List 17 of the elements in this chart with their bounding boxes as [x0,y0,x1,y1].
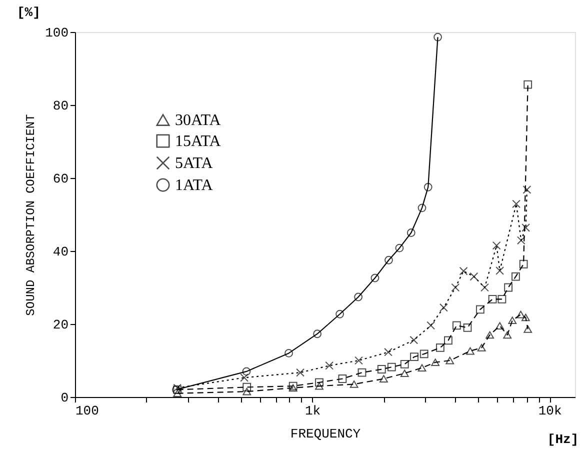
legend-label: 5ATA [175,155,214,172]
text: [Hz] [547,432,579,447]
y-tick-label: 0 [60,390,68,406]
legend-label: 30ATA [175,112,222,129]
x-axis-title: FREQUENCY [290,426,361,442]
y-tick-label: 40 [52,244,68,260]
y-tick-label: 20 [52,318,68,332]
y-tick-label: 60 [52,172,68,186]
y-axis-title: SOUND ABSORPTION COEFFICIENT [24,114,38,316]
y-tick-label: 80 [52,98,68,114]
legend-label: 1ATA [175,177,214,194]
x-tick-label: 100 [76,404,99,418]
text: [%] [17,5,40,20]
y-tick-label: 100 [45,26,68,40]
x-tick-label: 1k [304,404,321,418]
x-tick-label: 10k [538,404,562,418]
legend-label: 15ATA [175,133,222,150]
